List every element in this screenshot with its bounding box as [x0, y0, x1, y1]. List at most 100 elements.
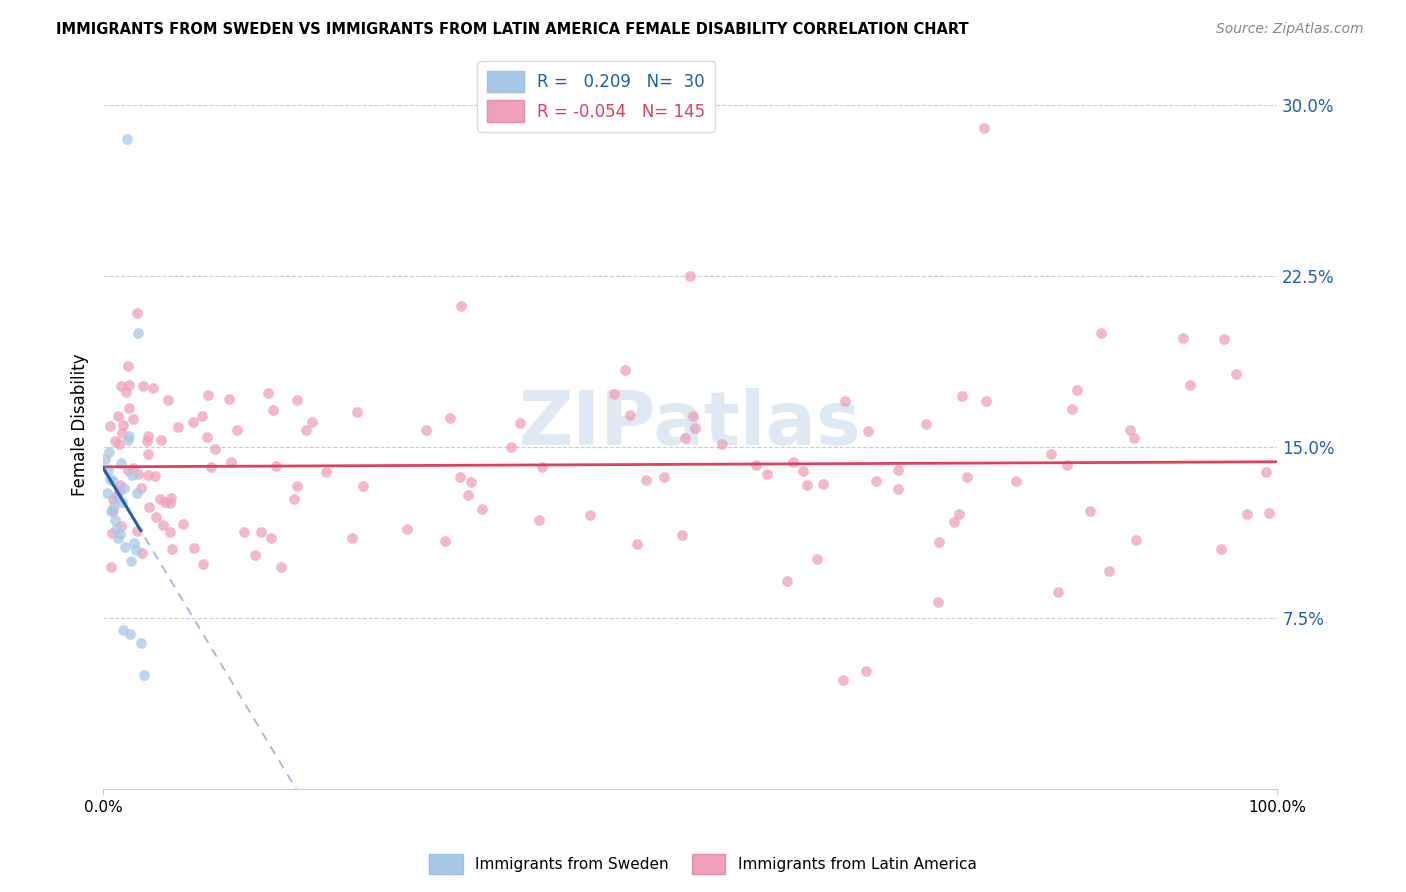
Point [529, 513, 551, 527]
Point [160, 491, 183, 506]
Point [245, 548, 267, 562]
Point [973, 120, 995, 135]
Point [1236, 507, 1258, 521]
Point [111, 418, 134, 433]
Point [127, 306, 149, 320]
Point [603, 387, 626, 401]
Point [107, 532, 129, 546]
Point [928, 535, 950, 549]
Point [346, 405, 368, 419]
Point [138, 500, 160, 514]
Point [471, 502, 494, 516]
Point [285, 479, 308, 493]
Point [1122, 431, 1144, 445]
Point [579, 508, 602, 522]
Point [132, 379, 155, 393]
Point [1066, 383, 1088, 397]
Point [671, 528, 693, 542]
Point [974, 394, 997, 409]
Point [104, 434, 127, 449]
Point [806, 552, 828, 566]
Point [450, 299, 472, 313]
Point [122, 536, 145, 550]
Point [150, 433, 173, 447]
Point [460, 475, 482, 490]
Point [395, 521, 418, 535]
Point [193, 557, 215, 571]
Point [1225, 368, 1247, 382]
Y-axis label: Female Disability: Female Disability [72, 353, 89, 496]
Point [197, 388, 219, 402]
Point [257, 385, 280, 400]
Point [614, 363, 637, 377]
Point [98, 444, 121, 458]
Point [98, 472, 121, 486]
Point [218, 392, 240, 406]
Point [181, 415, 204, 429]
Point [117, 359, 139, 373]
Point [195, 430, 218, 444]
Point [1209, 541, 1232, 556]
Point [415, 423, 437, 437]
Point [796, 478, 818, 492]
Point [956, 470, 979, 484]
Point [942, 515, 965, 529]
Point [149, 491, 172, 506]
Legend: R =   0.209   N=  30, R = -0.054   N= 145: R = 0.209 N= 30, R = -0.054 N= 145 [477, 61, 716, 132]
Legend: Immigrants from Sweden, Immigrants from Latin America: Immigrants from Sweden, Immigrants from … [423, 848, 983, 880]
Point [191, 409, 214, 423]
Point [831, 673, 853, 687]
Point [101, 475, 124, 489]
Point [136, 467, 159, 482]
Point [136, 446, 159, 460]
Point [1060, 401, 1083, 416]
Point [449, 470, 471, 484]
Text: Source: ZipAtlas.com: Source: ZipAtlas.com [1216, 22, 1364, 37]
Point [121, 467, 143, 482]
Point [1005, 474, 1028, 488]
Point [103, 500, 125, 514]
Point [101, 526, 124, 541]
Point [105, 522, 128, 536]
Point [110, 456, 132, 470]
Point [129, 636, 152, 650]
Point [301, 415, 323, 429]
Point [145, 510, 167, 524]
Point [634, 473, 657, 487]
Point [811, 477, 834, 491]
Point [127, 326, 149, 341]
Point [108, 484, 131, 499]
Point [152, 518, 174, 533]
Point [100, 559, 122, 574]
Point [98, 418, 121, 433]
Point [782, 455, 804, 469]
Point [97, 463, 120, 477]
Point [167, 419, 190, 434]
Point [1080, 504, 1102, 518]
Point [1090, 326, 1112, 341]
Point [107, 409, 129, 423]
Point [108, 526, 131, 541]
Point [183, 541, 205, 555]
Point [457, 488, 479, 502]
Point [96, 485, 118, 500]
Point [142, 381, 165, 395]
Point [886, 483, 908, 497]
Point [153, 495, 176, 509]
Point [225, 423, 247, 437]
Point [111, 426, 134, 441]
Point [136, 434, 159, 448]
Point [103, 492, 125, 507]
Point [270, 560, 292, 574]
Point [352, 479, 374, 493]
Point [264, 458, 287, 473]
Point [160, 541, 183, 556]
Point [1125, 533, 1147, 547]
Point [834, 394, 856, 409]
Point [108, 437, 131, 451]
Point [120, 554, 142, 568]
Point [100, 504, 122, 518]
Point [792, 464, 814, 478]
Point [283, 492, 305, 507]
Point [673, 431, 696, 445]
